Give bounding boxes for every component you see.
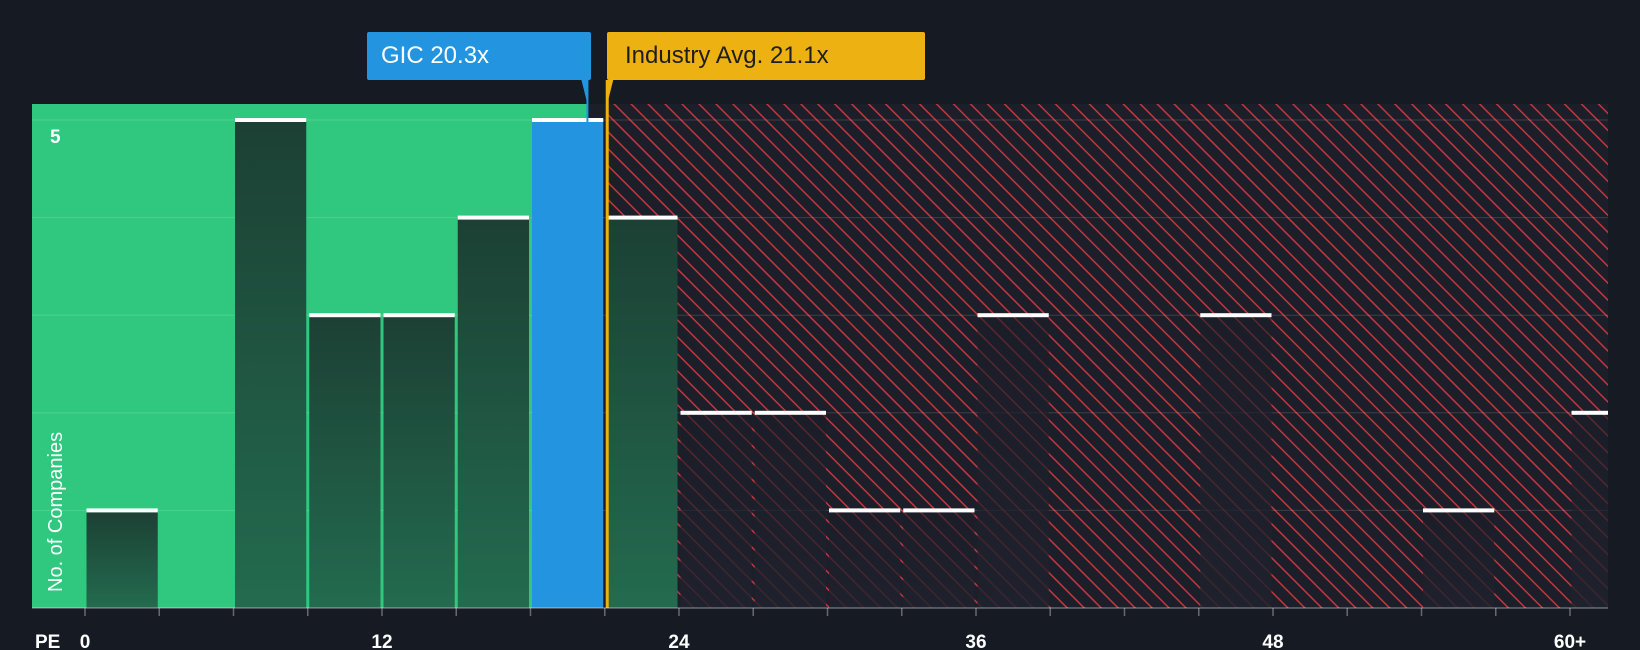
histogram-bar	[309, 315, 381, 608]
bar-cap	[1423, 508, 1495, 513]
company-pe-callout: GIC 20.3x	[367, 32, 591, 80]
histogram-bar	[606, 217, 678, 608]
bar-cap	[680, 410, 752, 415]
histogram-bar	[235, 120, 307, 608]
bar-cap	[86, 508, 158, 513]
histogram-bar	[680, 412, 752, 608]
y-tick-label: 5	[50, 127, 61, 148]
bar-cap	[457, 215, 529, 220]
histogram-bar	[1423, 510, 1495, 608]
histogram-bar	[383, 315, 455, 608]
histogram-bars	[86, 118, 1608, 608]
company-pe-label: GIC 20.3x	[381, 42, 490, 69]
histogram-bar	[1571, 412, 1608, 608]
x-tick-label: 60+	[1554, 632, 1586, 650]
x-tick-label: 0	[80, 632, 91, 650]
x-tick-label: 24	[668, 632, 690, 650]
y-axis-title: No. of Companies	[45, 432, 67, 592]
x-tick-label: 48	[1262, 632, 1283, 650]
x-axis	[32, 607, 1608, 616]
histogram-bar	[532, 120, 604, 608]
histogram-bar	[829, 510, 901, 608]
histogram-bar	[1200, 315, 1272, 608]
histogram-bar	[754, 412, 826, 608]
bar-cap	[1571, 410, 1608, 415]
x-axis-ticks: 0 12 24 36 48 60+	[80, 632, 1586, 650]
bar-cap	[903, 508, 975, 513]
bar-cap	[829, 508, 901, 513]
company-callout-pointer	[581, 80, 588, 104]
bar-cap	[309, 313, 381, 318]
industry-callout-pointer	[607, 80, 614, 104]
x-tick-label: 36	[965, 632, 986, 650]
histogram-bar	[903, 510, 975, 608]
histogram-bar	[86, 510, 158, 608]
bar-cap	[235, 118, 307, 122]
histogram-bar	[457, 217, 529, 608]
value-markers	[581, 80, 614, 608]
bar-cap	[532, 118, 604, 122]
histogram-bar	[977, 315, 1049, 608]
bar-cap	[1200, 313, 1272, 318]
x-axis-title: PE	[35, 632, 60, 650]
bar-cap	[977, 313, 1049, 318]
industry-avg-callout: Industry Avg. 21.1x	[607, 32, 925, 80]
bar-cap	[383, 313, 455, 318]
x-tick-label: 12	[371, 632, 392, 650]
bar-cap	[754, 410, 826, 415]
bar-cap	[606, 215, 678, 220]
y-axis-ticks: 5	[50, 127, 61, 148]
industry-avg-label: Industry Avg. 21.1x	[625, 42, 829, 69]
